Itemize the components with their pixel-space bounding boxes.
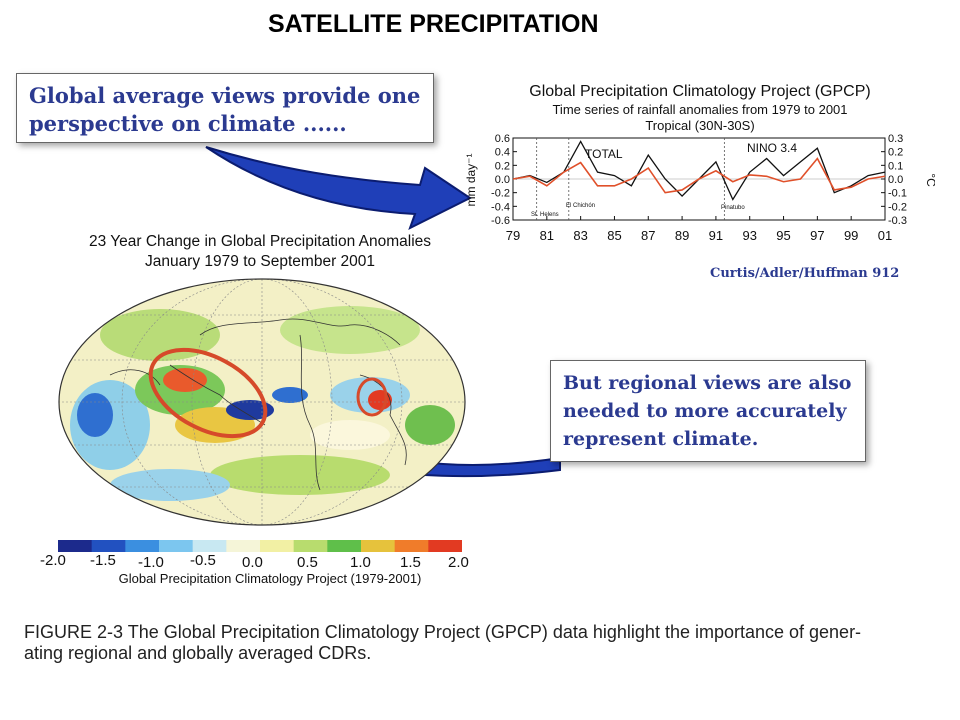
y-tick-label: 0.0	[495, 174, 510, 186]
colorbar-swatch	[91, 540, 126, 552]
colorbar-swatch	[428, 540, 462, 552]
caption-line: ating regional and globally averaged CDR…	[24, 643, 372, 663]
colorbar-tick: 0.5	[297, 554, 318, 571]
colorbar-tick: 1.5	[400, 554, 421, 571]
colorbar-swatch	[192, 540, 227, 552]
series-label-nino: NINO 3.4	[747, 141, 797, 155]
colorbar-swatch	[159, 540, 194, 552]
y-tick-label: -0.6	[491, 215, 510, 227]
x-tick-label: 87	[641, 228, 655, 243]
colorbar-tick: -2.0	[40, 552, 66, 569]
timeseries-region: Tropical (30N-30S)	[645, 118, 754, 133]
callout-line: perspective on climate ......	[29, 111, 347, 136]
callout-line: needed to more accurately	[563, 400, 847, 422]
y-tick-label: 0.2	[495, 160, 510, 172]
colorbar	[58, 540, 462, 552]
y2-axis-label: °C	[924, 173, 935, 187]
anomaly-patches	[70, 306, 455, 501]
callout-regional-views: But regional views are also needed to mo…	[550, 360, 866, 462]
coastlines	[109, 318, 407, 491]
series-label-total: TOTAL	[585, 147, 623, 161]
highlight-ellipse-small	[356, 377, 388, 417]
map-title-line: 23 Year Change in Global Precipitation A…	[88, 233, 432, 250]
y2-tick-label: 0.1	[888, 160, 903, 172]
chart-credit: Curtis/Adler/Huffman 912	[710, 266, 900, 281]
x-tick-label: 95	[776, 228, 790, 243]
highlight-ellipse-large	[148, 347, 268, 439]
slide-title: SATELLITE PRECIPITATION	[268, 10, 599, 38]
map-title: 23 Year Change in Global Precipitation A…	[70, 232, 450, 272]
x-tick-label: 91	[709, 228, 723, 243]
colorbar-swatch	[293, 540, 328, 552]
y-tick-label: -0.2	[491, 188, 510, 200]
map-outline	[58, 278, 466, 526]
event-label-el-chichon: El Chichón	[566, 203, 595, 209]
colorbar-tick: 2.0	[448, 554, 469, 571]
precipitation-map	[58, 278, 466, 526]
event-label-st-helens: St. Helens	[531, 212, 559, 218]
y2-tick-label: -0.2	[888, 201, 907, 213]
colorbar-swatch	[125, 540, 160, 552]
timeseries-chart: Global Precipitation Climatology Project…	[465, 83, 935, 243]
colorbar-tick: 1.0	[350, 554, 371, 571]
x-tick-label: 93	[742, 228, 756, 243]
colorbar-swatch	[58, 540, 93, 552]
colorbar-tick: -1.5	[90, 552, 116, 569]
x-tick-label: 83	[573, 228, 587, 243]
y2-tick-label: 0.3	[888, 133, 903, 145]
callout-line: Global average views provide one	[29, 83, 421, 108]
x-tick-label: 79	[506, 228, 520, 243]
event-label-pinatubo: Pinatubo	[721, 205, 745, 211]
figure-caption: FIGURE 2-3 The Global Precipitation Clim…	[24, 622, 944, 664]
timeseries-title: Global Precipitation Climatology Project…	[529, 83, 870, 100]
y-axis-label: mm day⁻¹	[465, 153, 478, 206]
y2-tick-label: 0.2	[888, 147, 903, 159]
x-tick-label: 97	[810, 228, 824, 243]
y-tick-label: 0.6	[495, 133, 510, 145]
y2-tick-label: -0.1	[888, 188, 907, 200]
colorbar-swatch	[327, 540, 362, 552]
timeseries-subtitle: Time series of rainfall anomalies from 1…	[552, 102, 847, 117]
x-tick-label: 99	[844, 228, 858, 243]
x-tick-label: 89	[675, 228, 689, 243]
map-title-line: January 1979 to September 2001	[144, 253, 376, 270]
colorbar-caption: Global Precipitation Climatology Project…	[118, 571, 422, 586]
y2-tick-label: -0.3	[888, 215, 907, 227]
colorbar-tick: -0.5	[190, 552, 216, 569]
colorbar-swatch	[361, 540, 396, 552]
colorbar-swatch	[226, 540, 261, 552]
callout-global-average: Global average views provide one perspec…	[16, 73, 434, 143]
y-tick-label: -0.4	[491, 201, 510, 213]
x-tick-label: 81	[540, 228, 554, 243]
colorbar-swatch	[394, 540, 429, 552]
caption-line: FIGURE 2-3 The Global Precipitation Clim…	[24, 622, 862, 642]
x-tick-label: 85	[607, 228, 621, 243]
callout-line: represent climate.	[563, 428, 759, 450]
x-tick-label: 01	[878, 228, 892, 243]
colorbar-tick: -1.0	[138, 554, 164, 571]
colorbar-tick: 0.0	[242, 554, 263, 571]
y2-tick-label: 0.0	[888, 174, 903, 186]
arrow-to-timeseries	[205, 146, 472, 231]
graticule	[59, 279, 465, 525]
colorbar-swatch	[260, 540, 295, 552]
series-line-nino	[512, 157, 886, 194]
callout-line: But regional views are also	[563, 372, 852, 394]
y-tick-label: 0.4	[495, 147, 510, 159]
